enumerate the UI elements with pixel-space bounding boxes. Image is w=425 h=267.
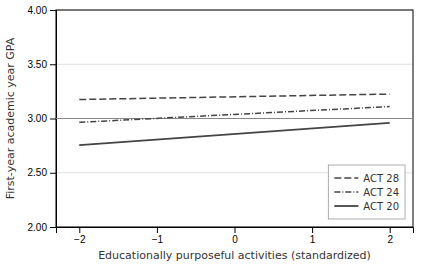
legend-box [328,165,405,219]
y-axis-title: First-year academic year GPA [4,37,17,199]
tick: −1 [152,227,164,245]
tick-label: −2 [74,234,86,245]
tick-label: 2.00 [28,222,48,233]
tick-label: 1 [310,234,316,245]
tick-label: 3.50 [28,59,48,70]
legend: ACT 28 ACT 24 ACT 20 [328,165,405,219]
axis-line [50,11,57,228]
y-axis: 2.00 2.50 3.00 3.50 4.00 [28,5,57,233]
x-axis: −2 −1 0 1 2 [57,227,414,245]
tick: 2.00 [28,222,56,233]
series-line [79,94,389,99]
tick: 2 [387,227,393,245]
tick-label: 0 [232,234,238,245]
tick: 4.00 [28,5,56,16]
grid [56,10,413,227]
tick: 3.50 [28,59,56,70]
tick: 1 [310,227,316,245]
series-line [79,123,389,145]
legend-swatch [334,205,358,207]
tick-mark [50,119,56,120]
tick-label: 2.50 [28,167,48,178]
plot-frame [56,10,413,227]
tick: 2.50 [28,167,56,178]
marks [56,94,413,145]
tick-label: −1 [152,234,164,245]
legend-label: ACT 24 [363,187,399,198]
plot: −2−10122.002.503.003.504.00ACT 28ACT 24A… [28,5,414,245]
chart: −2−10122.002.503.003.504.00ACT 28ACT 24A… [0,0,425,267]
tick-mark [50,10,56,11]
reference-line [56,118,413,119]
legend-swatch [334,191,358,193]
tick-label: 3.00 [28,113,48,124]
tick: 3.00 [28,113,56,124]
tick-mark [50,227,56,228]
series-line [79,107,389,123]
tick-mark [235,227,236,233]
legend-label: ACT 28 [363,173,399,184]
tick-mark [312,227,313,233]
legend-label: ACT 20 [363,201,399,212]
tick-mark [390,227,391,233]
grid-line [56,118,413,119]
tick-mark [157,227,158,233]
tick-mark [50,64,56,65]
tick-label: 2 [387,234,393,245]
grid-line [56,64,413,65]
tick-mark [79,227,80,233]
x-axis-title: Educationally purposeful activities (sta… [98,249,371,262]
axis-line [57,228,414,234]
legend-swatch [334,177,358,179]
tick: 0 [232,227,238,245]
tick: −2 [74,227,86,245]
tick-label: 4.00 [28,5,48,16]
tick-mark [50,173,56,174]
